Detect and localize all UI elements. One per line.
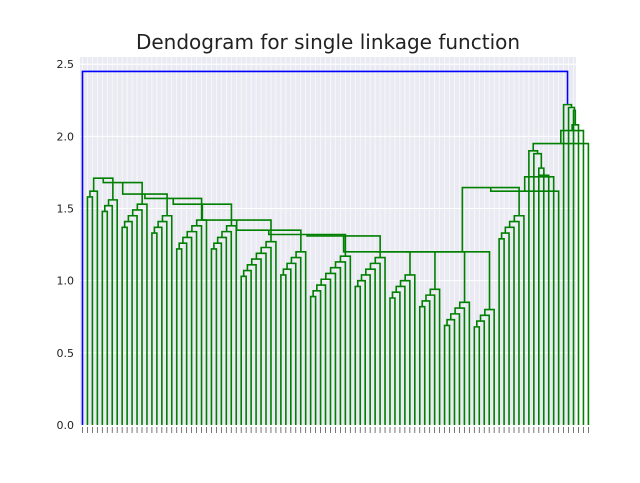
chart-title: Dendogram for single linkage function <box>136 30 520 54</box>
plot-background <box>80 57 576 425</box>
y-tick-label: 2.5 <box>57 58 75 71</box>
y-tick-label: 2.0 <box>57 130 75 143</box>
y-tick-label: 1.0 <box>57 275 75 288</box>
y-tick-label: 1.5 <box>57 203 75 216</box>
y-tick-label: 0.0 <box>57 419 75 432</box>
y-tick-label: 0.5 <box>57 347 75 360</box>
